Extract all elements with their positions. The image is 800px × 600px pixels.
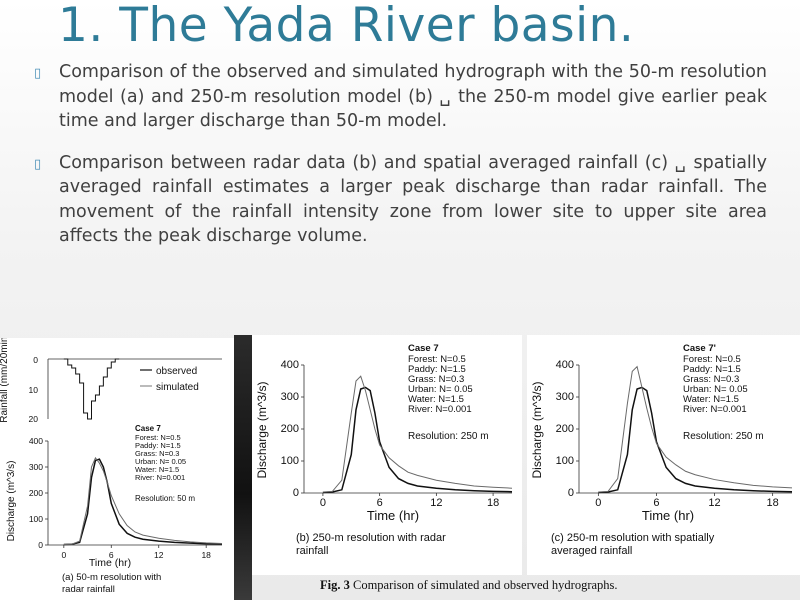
case-line-a-3: Grass: N=0.3 — [135, 449, 179, 458]
y-tick-label-b: 0 — [293, 487, 299, 499]
case-label-b: Case 7 — [408, 343, 439, 354]
x-tick-label-c: 6 — [653, 497, 659, 509]
rainfall-series-line — [63, 358, 120, 420]
figure-caption: Fig. 3 Comparison of simulated and obser… — [320, 578, 618, 593]
discharge-ylabel-c: Discharge (m^3/s) — [530, 382, 544, 479]
figure-panel-c: 0 100 200 300 400 0 6 12 18 Discharge (m^3/s) Ca… — [527, 335, 800, 575]
resolution-label-b: Resolution: 250 m — [408, 431, 489, 442]
x-tick-label-a: 0 — [61, 550, 66, 560]
xlabel-a: Time (hr) — [89, 557, 131, 569]
series-line-observed-a — [63, 458, 223, 546]
subcaption-a-1: (a) 50-m resolution with — [62, 572, 161, 583]
figure-caption-label: Fig. 3 — [320, 578, 350, 592]
x-tick-label-c: 0 — [595, 497, 601, 509]
xlabel-b: Time (hr) — [367, 508, 419, 523]
hollow-square-bullet-icon: ▯ — [34, 66, 42, 81]
rain-tick-1: 10 — [29, 385, 39, 395]
hydrograph-a-svg: Rainfall (mm/20min) 0 10 20 observed sim… — [0, 338, 223, 595]
case-line-c-3: Grass: N=0.3 — [683, 374, 739, 385]
legend-simulated-label: simulated — [156, 382, 199, 393]
case-line-c-2: Paddy: N=1.5 — [683, 364, 741, 375]
x-tick-label-b: 0 — [320, 497, 326, 509]
resolution-label-c: Resolution: 250 m — [683, 431, 764, 442]
x-tick-label-b: 6 — [377, 497, 383, 509]
y-tick-label-b: 100 — [281, 455, 299, 467]
x-tick-label-a: 6 — [109, 550, 114, 560]
bullet-item-2: ▯ Comparison between radar data (b) and … — [32, 151, 767, 249]
x-tick-label-a: 18 — [201, 550, 211, 560]
rain-tick-0: 0 — [33, 355, 38, 365]
case-line-b-1: Forest: N=0.5 — [408, 354, 466, 365]
subcaption-c-2: averaged rainfall — [551, 545, 632, 557]
case-line-c-5: Water: N=1.5 — [683, 394, 739, 405]
x-tick-label-b: 18 — [487, 497, 499, 509]
case-line-a-2: Paddy: N=1.5 — [135, 441, 181, 450]
case-line-a-4: Urban: N= 0.05 — [135, 457, 186, 466]
case-line-a-1: Forest: N=0.5 — [135, 433, 181, 442]
discharge-ylabel-a: Discharge (m^3/s) — [6, 461, 17, 542]
y-tick-label-a: 300 — [29, 462, 43, 472]
figure-panel-b: 0 100 200 300 400 0 6 12 18 Discharge (m^3/s) Ca… — [252, 335, 522, 575]
y-tick-label-a: 400 — [29, 436, 43, 446]
bullet-list: ▯ Comparison of the observed and simulat… — [32, 60, 767, 266]
bullet-text-1: Comparison of the observed and simulated… — [59, 62, 767, 131]
legend-observed-label: observed — [156, 366, 197, 377]
y-tick-label-c: 300 — [556, 391, 574, 403]
y-tick-label-a: 100 — [29, 514, 43, 524]
series-line-simulated-b — [322, 375, 513, 493]
case-line-a-6: River: N=0.001 — [135, 473, 185, 482]
subcaption-a-2: radar rainfall — [62, 584, 115, 595]
subcaption-c-1: (c) 250-m resolution with spatially — [551, 532, 715, 544]
hydrograph-b-svg: 0 100 200 300 400 0 6 12 18 Discharge (m^3/s) Ca… — [255, 343, 513, 557]
bullet-text-2: Comparison between radar data (b) and sp… — [59, 152, 767, 247]
hollow-square-bullet-icon: ▯ — [34, 156, 42, 172]
x-tick-label-c: 12 — [708, 497, 720, 509]
resolution-label-a: Resolution: 50 m — [135, 494, 195, 503]
y-tick-label-c: 400 — [556, 359, 574, 371]
bullet-item-1: ▯ Comparison of the observed and simulat… — [32, 60, 767, 134]
series-line-simulated-a — [63, 456, 223, 545]
subcaption-b-1: (b) 250-m resolution with radar — [296, 532, 446, 544]
figure-panel-a: Rainfall (mm/20min) 0 10 20 observed sim… — [0, 338, 234, 600]
figure-caption-text: Comparison of simulated and observed hyd… — [349, 578, 618, 592]
rain-tick-2: 20 — [29, 414, 39, 424]
y-tick-label-c: 200 — [556, 423, 574, 435]
discharge-ylabel-b: Discharge (m^3/s) — [255, 382, 269, 479]
y-tick-label-c: 0 — [568, 487, 574, 499]
x-tick-label-c: 18 — [767, 497, 779, 509]
case-line-b-2: Paddy: N=1.5 — [408, 364, 466, 375]
case-line-b-4: Urban: N= 0.05 — [408, 384, 473, 395]
case-line-a-5: Water: N=1.5 — [135, 465, 179, 474]
rain-ylabel: Rainfall (mm/20min) — [0, 338, 10, 423]
slide-title: 1. The Yada River basin. — [58, 0, 635, 53]
hydrograph-c-svg: 0 100 200 300 400 0 6 12 18 Discharge (m^3/s) Ca… — [530, 343, 793, 557]
dark-divider-strip — [234, 335, 252, 600]
y-tick-label-c: 100 — [556, 455, 574, 467]
case-line-c-1: Forest: N=0.5 — [683, 354, 741, 365]
case-label-c: Case 7' — [683, 343, 716, 354]
x-tick-label-a: 12 — [154, 550, 164, 560]
y-tick-label-a: 200 — [29, 488, 43, 498]
y-tick-label-b: 400 — [281, 359, 299, 371]
y-tick-label-a: 0 — [38, 540, 43, 550]
x-tick-label-b: 12 — [430, 497, 442, 509]
xlabel-c: Time (hr) — [642, 508, 694, 523]
y-tick-label-b: 300 — [281, 391, 299, 403]
series-line-simulated-c — [598, 365, 793, 493]
series-line-observed-b — [322, 386, 513, 494]
case-line-b-6: River: N=0.001 — [408, 404, 472, 415]
subcaption-b-2: rainfall — [296, 545, 328, 557]
case-line-b-3: Grass: N=0.3 — [408, 374, 464, 385]
case-label-a: Case 7 — [135, 424, 161, 433]
case-line-c-6: River: N=0.001 — [683, 404, 747, 415]
case-line-b-5: Water: N=1.5 — [408, 394, 464, 405]
y-tick-label-b: 200 — [281, 423, 299, 435]
case-line-c-4: Urban: N= 0.05 — [683, 384, 748, 395]
